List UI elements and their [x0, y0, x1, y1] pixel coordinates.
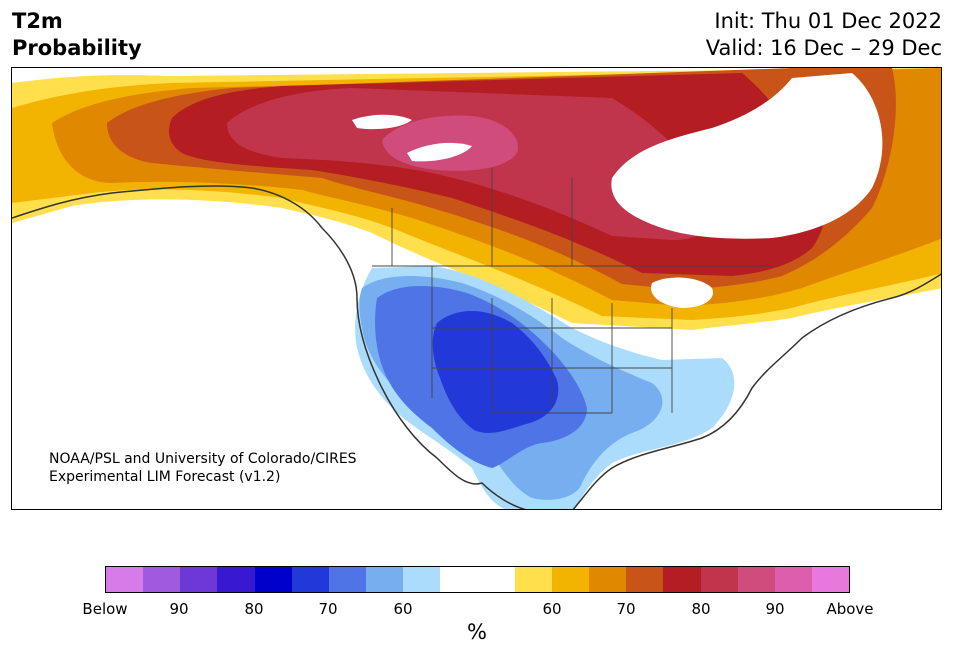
- colorbar-tick-warm-90: 90: [765, 600, 785, 618]
- probability-map: [12, 68, 941, 509]
- north-lake-2: [407, 142, 472, 162]
- map-title-line2: Probability: [12, 36, 142, 60]
- colorbar-segment: [217, 567, 255, 592]
- colorbar-tick-below: Below: [82, 600, 128, 618]
- colorbar-tick-warm-80: 80: [691, 600, 711, 618]
- colorbar-segment: [626, 567, 664, 592]
- colorbar-segment: [328, 567, 367, 592]
- north-lake-1: [352, 114, 412, 130]
- colorbar-segment: [143, 567, 181, 592]
- great-lakes: [651, 277, 713, 308]
- map-panel: [11, 67, 942, 510]
- colorbar-tick-above: Above: [826, 600, 874, 618]
- colorbar-segment: [811, 567, 850, 592]
- colorbar-tick-cold-70: 70: [318, 600, 338, 618]
- cold-shade-80: [432, 310, 559, 433]
- colorbar-segment: [366, 567, 404, 592]
- init-date: Init: Thu 01 Dec 2022: [714, 9, 942, 33]
- colorbar-segment: [551, 567, 590, 592]
- colorbar-segment: [737, 567, 775, 592]
- hudson-bay: [611, 73, 883, 239]
- coastline: [12, 185, 941, 509]
- forecast-dates: Init: Thu 01 Dec 2022 Valid: 16 Dec – 29…: [706, 8, 942, 62]
- colorbar-tick-cold-80: 80: [244, 600, 264, 618]
- colorbar-segment: [180, 567, 218, 592]
- map-title: T2m Probability: [12, 8, 142, 62]
- colorbar-unit: %: [467, 620, 487, 644]
- state-borders: [372, 168, 772, 414]
- colorbar-segment: [700, 567, 738, 592]
- colorbar-tick-cold-60: 60: [393, 600, 413, 618]
- colorbar-tick-warm-70: 70: [616, 600, 636, 618]
- credit-line1: NOAA/PSL and University of Colorado/CIRE…: [49, 451, 357, 467]
- colorbar-segment: [774, 567, 812, 592]
- colorbar-segment: [254, 567, 292, 592]
- colorbar-segment: [514, 567, 552, 592]
- colorbar-segment: [589, 567, 627, 592]
- colorbar-segment: [291, 567, 329, 592]
- colorbar-segment: [106, 567, 144, 592]
- colorbar-segment: [440, 567, 478, 592]
- colorbar-tick-cold-90: 90: [169, 600, 189, 618]
- colorbar-segment: [403, 567, 441, 592]
- colorbar: [105, 566, 850, 593]
- credit-text: NOAA/PSL and University of Colorado/CIRE…: [49, 450, 357, 486]
- colorbar-tick-warm-60: 60: [542, 600, 562, 618]
- map-title-line1: T2m: [12, 9, 63, 33]
- colorbar-segment: [477, 567, 515, 592]
- credit-line2: Experimental LIM Forecast (v1.2): [49, 469, 281, 485]
- valid-period: Valid: 16 Dec – 29 Dec: [705, 36, 942, 60]
- colorbar-segment: [663, 567, 701, 592]
